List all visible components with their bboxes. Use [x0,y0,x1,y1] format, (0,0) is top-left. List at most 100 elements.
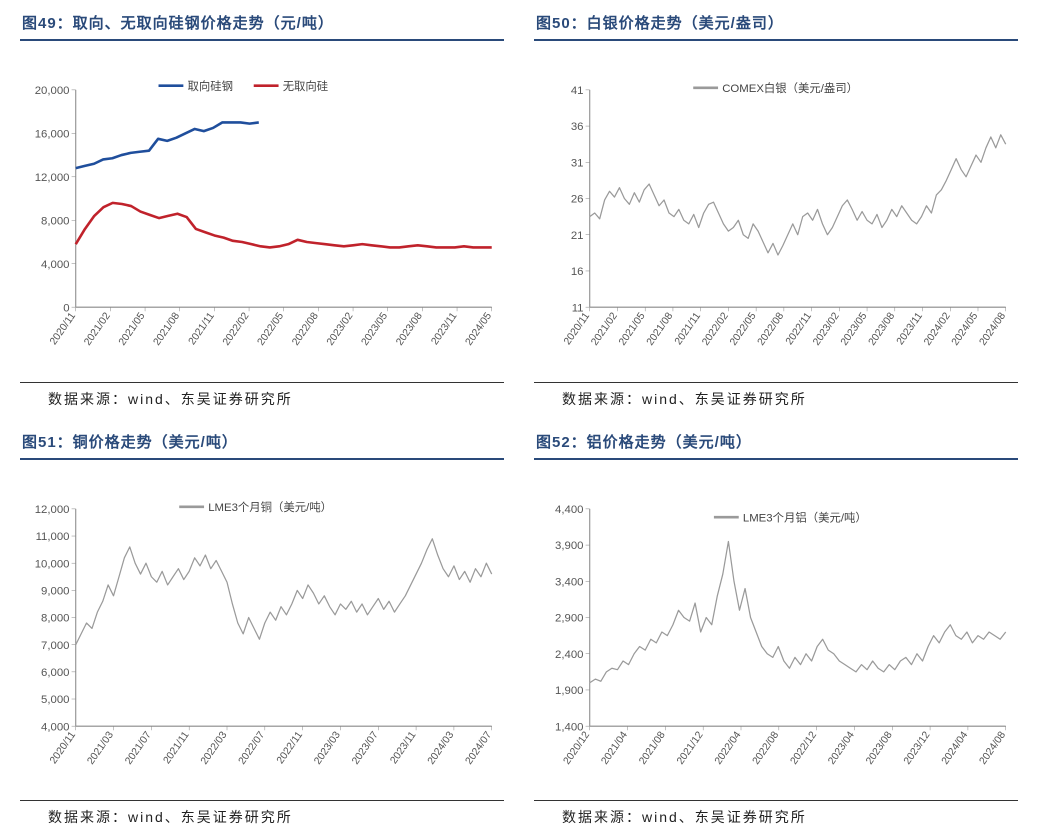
svg-text:无取向硅: 无取向硅 [283,79,329,93]
svg-text:2022/02: 2022/02 [700,311,731,348]
svg-text:2023/11: 2023/11 [895,311,925,347]
panel-chart50: 图50：白银价格走势（美元/盎司） 111621263136412020/112… [534,8,1018,409]
chart50-svg: 111621263136412020/112021/022021/052021/… [538,65,1014,376]
svg-text:2021/08: 2021/08 [637,729,668,766]
svg-text:41: 41 [571,85,584,97]
svg-text:2021/11: 2021/11 [162,729,192,765]
panel-chart49: 图49：取向、无取向硅钢价格走势（元/吨） 04,0008,00012,0001… [20,8,504,409]
svg-text:2023/02: 2023/02 [325,311,356,348]
svg-text:12,000: 12,000 [35,172,70,184]
svg-text:2,400: 2,400 [555,648,583,660]
chart50-source: 数据来源：wind、东吴证券研究所 [534,382,1018,409]
svg-text:16,000: 16,000 [35,128,70,140]
svg-text:2023/02: 2023/02 [811,311,842,348]
svg-text:取向硅钢: 取向硅钢 [187,79,233,93]
svg-text:2022/11: 2022/11 [275,729,305,765]
svg-text:26: 26 [571,194,584,206]
svg-text:20,000: 20,000 [35,85,70,97]
svg-text:2024/05: 2024/05 [950,311,981,348]
svg-text:2021/05: 2021/05 [117,311,148,348]
svg-text:2023/12: 2023/12 [902,729,933,766]
chart49-title: 图49：取向、无取向硅钢价格走势（元/吨） [20,8,504,41]
svg-text:2021/05: 2021/05 [617,311,648,348]
chart52-area: 1,4001,9002,4002,9003,4003,9004,4002020/… [534,460,1018,801]
chart51-title: 图51：铜价格走势（美元/吨） [20,427,504,460]
svg-text:2023/05: 2023/05 [839,311,870,348]
svg-text:10,000: 10,000 [35,558,70,570]
svg-text:8,000: 8,000 [41,215,69,227]
svg-text:LME3个月铝（美元/吨）: LME3个月铝（美元/吨） [743,510,867,524]
svg-text:2022/05: 2022/05 [256,311,287,348]
svg-text:2020/11: 2020/11 [562,311,592,347]
chart51-svg: 4,000 5,000 6,000 7,000 8,000 9,000 10,000 11,0… [24,484,500,795]
svg-text:LME3个月铜（美元/吨）: LME3个月铜（美元/吨） [208,499,332,513]
svg-text:2024/03: 2024/03 [426,729,457,766]
svg-text:2023/11: 2023/11 [389,729,419,765]
svg-text:2021/04: 2021/04 [600,729,631,766]
svg-text:4,000: 4,000 [41,259,69,271]
chart52-source: 数据来源：wind、东吴证券研究所 [534,800,1018,827]
svg-text:2020/11: 2020/11 [48,729,78,765]
svg-text:2024/04: 2024/04 [940,729,971,766]
svg-text:2022/04: 2022/04 [713,729,744,766]
chart-grid: 图49：取向、无取向硅钢价格走势（元/吨） 04,0008,00012,0001… [20,8,1018,827]
svg-text:2023/11: 2023/11 [430,311,460,347]
svg-text:2023/05: 2023/05 [360,311,391,348]
panel-chart52: 图52：铝价格走势（美元/吨） 1,400 1,900 2,400 2,900 3,40… [534,427,1018,828]
svg-text:2021/07: 2021/07 [123,729,154,766]
svg-text:12,000: 12,000 [35,504,70,516]
svg-text:2022/05: 2022/05 [728,311,759,348]
svg-text:2020/12: 2020/12 [562,729,593,766]
svg-text:2021/08: 2021/08 [645,311,676,348]
svg-text:2024/08: 2024/08 [978,311,1009,348]
svg-text:2021/02: 2021/02 [82,311,113,348]
svg-text:6,000: 6,000 [41,666,69,678]
chart50-title: 图50：白银价格走势（美元/盎司） [534,8,1018,41]
svg-text:2021/12: 2021/12 [675,729,706,766]
svg-text:2021/08: 2021/08 [152,311,183,348]
svg-text:2023/08: 2023/08 [394,311,425,348]
svg-text:2022/08: 2022/08 [756,311,787,348]
svg-text:36: 36 [571,121,584,133]
svg-text:2021/11: 2021/11 [673,311,703,347]
chart49-area: 04,0008,00012,00016,00020,0002020/112021… [20,41,504,382]
svg-text:2021/02: 2021/02 [589,311,620,348]
svg-text:2021/03: 2021/03 [86,729,117,766]
svg-text:31: 31 [571,157,584,169]
chart52-title: 图52：铝价格走势（美元/吨） [534,427,1018,460]
svg-text:4,000: 4,000 [41,721,69,733]
svg-text:2,900: 2,900 [555,612,583,624]
chart51-source: 数据来源：wind、东吴证券研究所 [20,800,504,827]
svg-text:2023/04: 2023/04 [826,729,857,766]
chart50-area: 111621263136412020/112021/022021/052021/… [534,41,1018,382]
svg-text:2023/07: 2023/07 [350,729,381,766]
chart49-svg: 04,0008,00012,00016,00020,0002020/112021… [24,65,500,376]
svg-text:8,000: 8,000 [41,612,69,624]
chart49-source: 数据来源：wind、东吴证券研究所 [20,382,504,409]
svg-text:3,400: 3,400 [555,576,583,588]
svg-text:2022/02: 2022/02 [221,311,252,348]
svg-text:2024/08: 2024/08 [978,729,1009,766]
panel-chart51: 图51：铜价格走势（美元/吨） 4,000 5,000 6,000 7,000 8,00… [20,427,504,828]
svg-text:9,000: 9,000 [41,585,69,597]
svg-text:2021/11: 2021/11 [187,311,217,347]
svg-text:2022/03: 2022/03 [199,729,230,766]
svg-text:COMEX白银（美元/盎司）: COMEX白银（美元/盎司） [722,81,858,95]
svg-text:2023/03: 2023/03 [312,729,343,766]
svg-text:2024/07: 2024/07 [464,729,495,766]
svg-text:7,000: 7,000 [41,639,69,651]
svg-text:2022/07: 2022/07 [237,729,268,766]
svg-text:2022/11: 2022/11 [784,311,814,347]
svg-text:21: 21 [571,230,584,242]
svg-text:2022/12: 2022/12 [789,729,820,766]
svg-text:4,400: 4,400 [555,504,583,516]
svg-text:1,400: 1,400 [555,721,583,733]
svg-text:2024/05: 2024/05 [464,311,495,348]
chart51-area: 4,000 5,000 6,000 7,000 8,000 9,000 10,000 11,0… [20,460,504,801]
chart52-svg: 1,4001,9002,4002,9003,4003,9004,4002020/… [538,484,1014,795]
svg-text:2024/02: 2024/02 [922,311,953,348]
svg-text:2020/11: 2020/11 [48,311,78,347]
svg-text:5,000: 5,000 [41,694,69,706]
svg-text:1,900: 1,900 [555,685,583,697]
svg-text:11,000: 11,000 [36,531,70,543]
